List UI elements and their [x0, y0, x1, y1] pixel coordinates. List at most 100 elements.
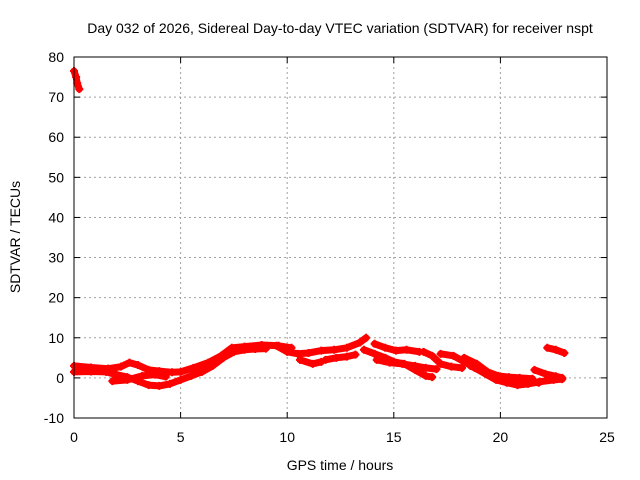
data-point	[125, 358, 134, 367]
data-point	[189, 363, 198, 372]
data-point	[385, 358, 394, 367]
data-point	[428, 351, 437, 360]
data-point	[458, 363, 467, 372]
data-point	[551, 372, 560, 381]
data-point	[370, 349, 379, 358]
data-point	[402, 345, 411, 354]
data-point	[543, 343, 552, 352]
data-point	[219, 353, 228, 362]
data-point	[108, 377, 117, 386]
axis-ticks: 0 5 10 15 20 25 -10 0 10 20 30 40 50 60 70 80	[44, 49, 615, 445]
plot-frame	[73, 56, 608, 419]
y-axis-label: SDTVAR / TECUs	[7, 181, 23, 293]
data-point	[541, 369, 550, 378]
data-point	[101, 367, 110, 376]
y-tick-label: -10	[44, 410, 64, 426]
data-point	[208, 361, 217, 370]
data-point	[251, 345, 260, 354]
data-point	[293, 349, 302, 358]
data-point	[138, 371, 147, 380]
data-series	[70, 67, 569, 390]
data-point	[283, 347, 292, 356]
data-point	[351, 350, 360, 359]
data-point	[116, 362, 125, 371]
data-point	[411, 361, 420, 370]
data-point	[421, 371, 430, 380]
data-point	[308, 359, 317, 368]
data-point	[321, 355, 330, 364]
data-point	[342, 343, 351, 352]
grid-lines	[74, 57, 607, 418]
data-point	[75, 85, 84, 94]
y-tick-label: 60	[48, 129, 64, 145]
data-point	[295, 355, 304, 364]
data-point	[492, 373, 501, 382]
data-point	[73, 79, 82, 88]
data-point	[304, 349, 313, 358]
data-point	[398, 359, 407, 368]
data-point	[261, 344, 270, 353]
data-point	[436, 359, 445, 368]
data-point	[502, 375, 511, 384]
data-point	[460, 353, 469, 362]
data-point	[428, 373, 437, 382]
data-point	[133, 361, 142, 370]
x-tick-label: 25	[599, 429, 615, 445]
data-point	[372, 355, 381, 364]
x-tick-label: 0	[70, 429, 78, 445]
data-point	[355, 338, 364, 347]
x-tick-label: 15	[386, 429, 402, 445]
data-point	[72, 73, 81, 82]
data-point	[466, 361, 475, 370]
y-tick-label: 10	[48, 330, 64, 346]
y-tick-label: 20	[48, 290, 64, 306]
data-point	[317, 346, 326, 355]
x-tick-label: 5	[177, 429, 185, 445]
data-point	[155, 381, 164, 390]
data-point	[240, 345, 249, 354]
series-track	[322, 351, 359, 364]
y-tick-label: 80	[48, 49, 64, 65]
data-point	[229, 347, 238, 356]
data-point	[176, 375, 185, 384]
data-point	[123, 375, 132, 384]
data-point	[342, 352, 351, 361]
data-point	[168, 368, 177, 377]
data-point	[421, 363, 430, 372]
data-point	[551, 345, 560, 354]
data-point	[381, 343, 390, 352]
x-axis-label: GPS time / hours	[287, 457, 394, 473]
data-point	[436, 349, 445, 358]
data-point	[419, 347, 428, 356]
data-point	[359, 345, 368, 354]
data-point	[560, 349, 569, 358]
data-point	[513, 377, 522, 386]
data-point	[176, 367, 185, 376]
y-tick-label: 0	[56, 370, 64, 386]
data-point	[87, 367, 96, 376]
data-point	[362, 333, 371, 342]
data-point	[449, 351, 458, 360]
y-tick-label: 50	[48, 169, 64, 185]
data-point	[479, 367, 488, 376]
data-point	[558, 373, 567, 382]
x-tick-label: 10	[279, 429, 295, 445]
y-tick-label: 40	[48, 209, 64, 225]
chart-title: Day 032 of 2026, Sidereal Day-to-day VTE…	[87, 20, 593, 36]
data-point	[187, 371, 196, 380]
data-point	[432, 365, 441, 374]
data-point	[332, 353, 341, 362]
data-point	[151, 370, 160, 379]
data-point	[370, 339, 379, 348]
data-point	[524, 377, 533, 386]
data-point	[330, 345, 339, 354]
data-point	[534, 378, 543, 387]
data-point	[272, 341, 281, 350]
data-point	[165, 379, 174, 388]
data-point	[144, 381, 153, 390]
y-tick-label: 30	[48, 250, 64, 266]
x-tick-label: 20	[493, 429, 509, 445]
data-point	[391, 346, 400, 355]
data-point	[530, 365, 539, 374]
